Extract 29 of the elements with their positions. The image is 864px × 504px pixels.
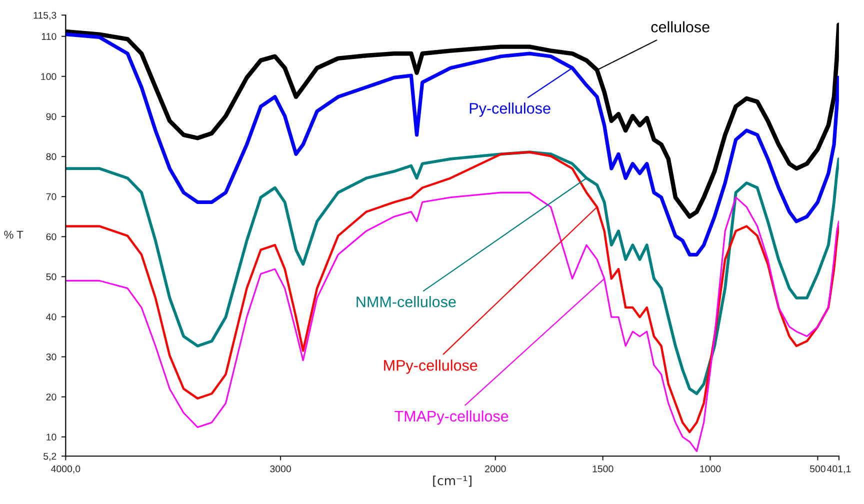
x-tick-label: 2000 <box>485 465 506 472</box>
y-tick-label: 5,2 <box>44 452 56 461</box>
y-tick-label: 80 <box>46 153 56 160</box>
x-tick-label: 401,1 <box>827 465 851 474</box>
line-series <box>66 192 839 452</box>
text: NMM-cellulose <box>356 296 456 308</box>
x-tick-label: 3000 <box>270 465 291 472</box>
line-series <box>66 32 839 256</box>
y-tick-label: 100 <box>41 73 56 80</box>
y-tick-label: 50 <box>46 273 56 280</box>
x-axis-title: [cm⁻¹] <box>433 476 472 487</box>
y-tick-label: 30 <box>46 354 56 360</box>
x-tick-label: 4000,0 <box>51 465 80 474</box>
y-tick-label: 10 <box>46 434 56 441</box>
y-tick-label: 70 <box>46 193 56 200</box>
y-tick-label: 40 <box>46 313 56 320</box>
text: MPy-cellulose <box>384 360 478 374</box>
x-tick-label: 1500 <box>592 465 614 472</box>
x-tick-label: 500 <box>810 465 826 472</box>
text: cellulose <box>651 21 710 32</box>
y-tick-label: 90 <box>46 113 56 120</box>
y-tick-label: 20 <box>46 394 56 400</box>
y-axis-title: % T <box>4 230 24 239</box>
legend-label: Py-cellulose <box>470 102 550 117</box>
text: TMAPy-cellulose <box>394 410 508 425</box>
y-tick-label: 60 <box>46 233 56 240</box>
x-tick-label: 1000 <box>700 465 721 472</box>
y-tick-label: 115,3 <box>34 12 56 20</box>
y-tick-label: 110 <box>42 33 56 40</box>
